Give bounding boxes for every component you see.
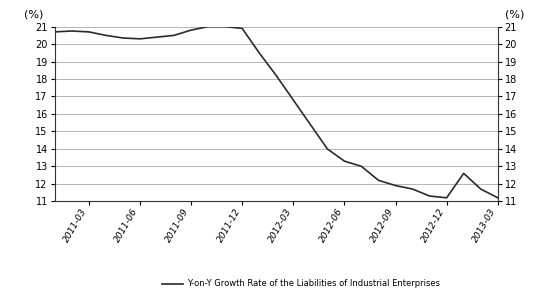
Text: (%): (%) <box>505 10 525 20</box>
Legend: Y-on-Y Growth Rate of the Liabilities of Industrial Enterprises: Y-on-Y Growth Rate of the Liabilities of… <box>159 276 443 292</box>
Text: (%): (%) <box>24 10 43 20</box>
